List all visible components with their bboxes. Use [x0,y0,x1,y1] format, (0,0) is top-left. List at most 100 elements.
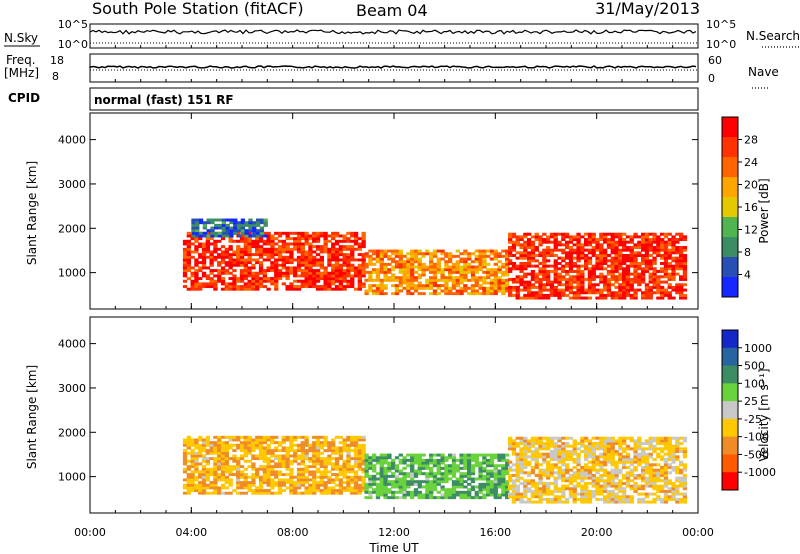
echo-cell [236,287,241,291]
echo-cell [448,268,453,272]
echo-cell [357,287,362,291]
echo-cell [603,473,608,477]
echo-cell [410,464,415,468]
echo-cell [327,475,332,479]
x-tick-label: 04:00 [175,526,207,539]
echo-cell [606,291,612,295]
echo-cell [379,480,384,484]
echo-cell [346,481,351,485]
echo-cell [413,488,419,492]
echo-cell [482,292,487,296]
echo-cell [511,293,517,297]
echo-cell [663,259,669,263]
echo-cell [436,257,441,261]
echo-cell [625,465,631,469]
echo-cell [209,473,214,477]
echo-cell [440,480,445,484]
echo-cell [527,497,532,501]
echo-cell [606,243,612,247]
echo-cell [262,457,267,461]
echo-cell [413,254,419,258]
echo-cell [285,247,290,251]
echo-cell [186,478,191,482]
echo-cell [387,276,392,280]
echo-cell [346,237,351,241]
echo-cell [489,278,495,282]
echo-cell [331,481,336,485]
echo-cell [519,235,524,239]
echo-cell [368,284,373,288]
echo-cell [361,486,366,490]
echo-cell [542,455,547,459]
echo-cell [459,496,464,500]
echo-cell [357,449,362,453]
echo-cell [648,291,653,295]
echo-cell [342,271,347,275]
echo-cell [511,232,517,236]
echo-cell [312,255,317,259]
echo-cell [315,459,321,463]
echo-cell [682,283,688,287]
echo-cell [644,460,650,464]
echo-cell [258,261,264,265]
echo-cell [327,491,332,495]
echo-cell [534,447,539,451]
echo-cell [209,486,214,490]
echo-cell [652,275,657,279]
echo-cell [463,278,468,282]
echo-cell [652,492,657,496]
echo-cell [595,264,600,268]
echo-cell [557,473,562,477]
echo-cell [394,252,400,256]
echo-cell [591,285,596,289]
echo-cell [315,263,321,267]
echo-cell [331,247,336,251]
echo-cell [489,464,495,468]
echo-cell [410,273,415,277]
echo-cell [459,477,464,481]
echo-cell [402,276,407,280]
echo-cell [467,292,472,296]
echo-cell [501,254,506,258]
echo-cell [209,261,214,265]
colorbar-swatch [722,454,738,473]
echo-cell [603,468,608,472]
echo-cell [315,277,321,281]
echo-cell [523,452,528,456]
echo-cell [410,482,415,486]
echo-cell [410,469,415,473]
echo-cell [652,468,657,472]
echo-cell [331,258,336,262]
echo-cell [323,470,328,474]
echo-cell [432,464,438,468]
echo-cell [229,234,234,238]
echo-cell [622,497,627,501]
echo-cell [296,486,302,490]
echo-cell [379,278,384,282]
echo-cell [220,258,226,262]
echo-cell [252,229,257,233]
echo-cell [300,449,305,453]
echo-cell [515,264,520,268]
echo-cell [182,279,188,283]
echo-cell [262,481,267,485]
echo-cell [451,469,457,473]
echo-cell [186,255,191,259]
echo-cell [368,493,373,497]
echo-cell [186,441,191,445]
echo-cell [327,282,332,286]
echo-cell [546,251,551,255]
echo-cell [379,493,384,497]
echo-cell [618,254,623,257]
echo-cell [247,435,252,439]
echo-cell [331,266,336,270]
echo-cell [553,444,558,448]
echo-cell [213,462,218,466]
echo-cell [375,461,381,465]
echo-cell [244,234,249,238]
echo-cell [205,245,210,249]
echo-cell [259,234,265,238]
echo-cell [217,218,223,222]
echo-cell [584,267,589,271]
echo-cell [530,259,536,263]
